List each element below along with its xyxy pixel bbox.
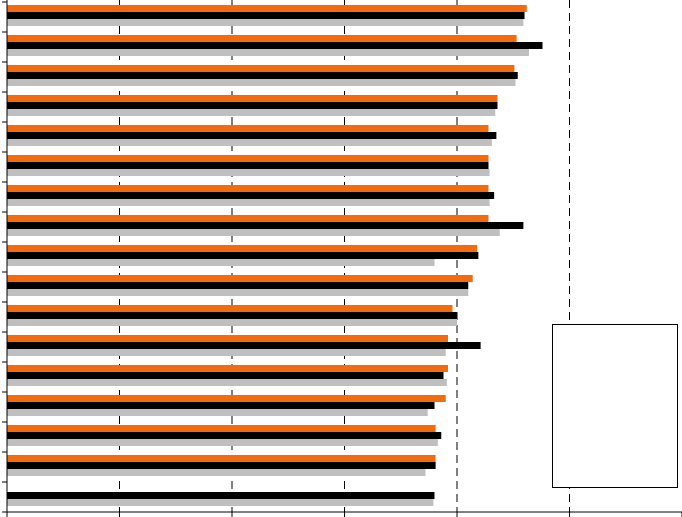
bar <box>7 35 517 42</box>
bar <box>7 215 489 222</box>
bar <box>7 192 495 199</box>
bar <box>7 19 524 26</box>
bar <box>7 409 428 416</box>
bar <box>7 312 457 319</box>
bar <box>7 12 525 19</box>
bar <box>7 72 518 79</box>
bar <box>7 335 448 342</box>
bar <box>7 245 478 252</box>
bar <box>7 365 448 372</box>
bar <box>7 155 489 162</box>
bar <box>7 395 446 402</box>
bar <box>7 95 498 102</box>
bar <box>7 462 436 469</box>
bar <box>7 372 444 379</box>
bar <box>7 425 436 432</box>
bar <box>7 289 469 296</box>
bar <box>7 469 426 476</box>
bar <box>7 439 438 446</box>
bar <box>7 499 434 506</box>
bar <box>7 455 436 462</box>
bar <box>7 342 481 349</box>
bar <box>7 379 447 386</box>
bar <box>7 282 469 289</box>
bar <box>7 162 489 169</box>
bar <box>7 492 435 499</box>
bar <box>7 132 497 139</box>
bar <box>7 229 500 236</box>
bar <box>7 49 529 56</box>
bar <box>7 139 492 146</box>
bar <box>7 79 516 86</box>
bar <box>7 305 453 312</box>
legend-box <box>552 324 678 488</box>
bar <box>7 125 489 132</box>
bar <box>7 5 527 12</box>
bar <box>7 259 435 266</box>
bar <box>7 42 543 49</box>
bar <box>7 319 457 326</box>
bar <box>7 252 479 259</box>
bar <box>7 402 435 409</box>
bar <box>7 222 524 229</box>
bar <box>7 169 490 176</box>
bar <box>7 349 446 356</box>
bar <box>7 102 498 109</box>
bar <box>7 432 442 439</box>
bar <box>7 199 490 206</box>
bar <box>7 185 489 192</box>
bar <box>7 109 496 116</box>
bar <box>7 275 473 282</box>
bar <box>7 65 515 72</box>
